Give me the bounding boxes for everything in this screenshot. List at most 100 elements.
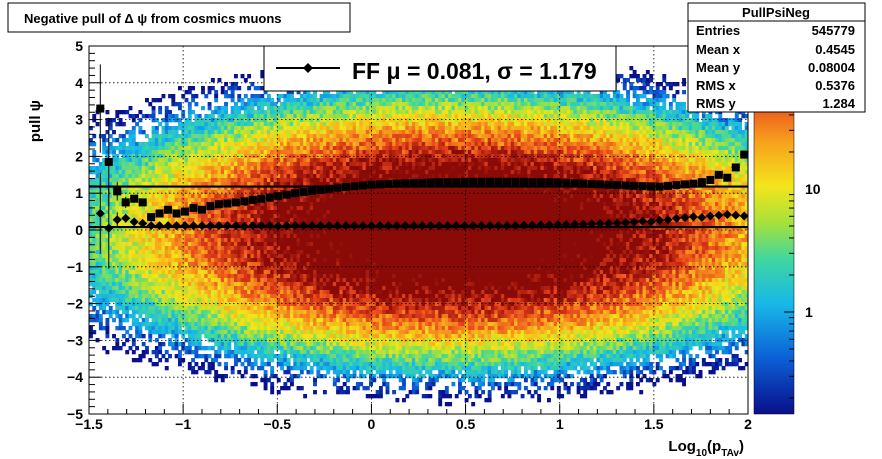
heat-cell	[705, 126, 710, 131]
heat-cell	[662, 130, 667, 135]
heat-cell	[306, 118, 311, 123]
heat-cell	[477, 122, 482, 127]
heat-cell	[181, 94, 186, 99]
heat-cell	[698, 130, 703, 135]
heat-cell	[237, 94, 242, 99]
heat-cell	[220, 138, 225, 143]
heat-cell	[118, 122, 123, 127]
heat-cell	[619, 130, 624, 135]
heat-cell	[431, 126, 436, 131]
heat-cell	[576, 122, 581, 127]
heat-cell	[682, 82, 686, 87]
heat-cell	[461, 114, 466, 119]
heat-cell	[375, 130, 380, 135]
heat-cell	[296, 130, 301, 135]
heat-cell	[523, 134, 528, 139]
heat-cell	[372, 90, 377, 95]
heat-cell	[421, 122, 426, 127]
heat-cell	[418, 126, 423, 131]
heat-cell	[563, 102, 568, 107]
heat-cell	[329, 102, 334, 107]
heat-cell	[306, 122, 311, 127]
heat-cell	[504, 110, 509, 115]
heat-cell	[441, 126, 446, 131]
heat-cell	[164, 126, 169, 131]
heat-cell	[626, 98, 630, 103]
heat-cell	[191, 86, 196, 91]
heat-cell	[243, 122, 248, 127]
heat-cell	[540, 110, 545, 115]
heat-cell	[609, 98, 614, 103]
heat-cell	[263, 102, 268, 107]
heat-cell	[514, 106, 518, 111]
heat-cell	[649, 110, 654, 115]
heat-cell	[487, 114, 492, 119]
heat-cell	[622, 110, 627, 115]
heat-cell	[579, 94, 584, 99]
heat-cell	[322, 122, 327, 127]
heat-cell	[454, 90, 459, 95]
heat-cell	[296, 106, 301, 111]
heat-cell	[441, 122, 446, 127]
heat-cell	[92, 118, 97, 123]
heat-cell	[474, 102, 479, 107]
heat-cell	[388, 106, 393, 111]
heat-cell	[589, 118, 594, 123]
heat-cell	[570, 102, 574, 107]
heat-cell	[484, 106, 489, 111]
heat-cell	[728, 134, 733, 139]
heat-cell	[477, 110, 482, 115]
heat-cell	[438, 118, 443, 123]
heat-cell	[415, 106, 420, 111]
heat-cell	[701, 134, 706, 139]
heat-cell	[560, 130, 565, 135]
heat-cell	[520, 110, 525, 115]
heat-cell	[112, 118, 116, 123]
heat-cell	[467, 122, 472, 127]
heat-cell	[184, 134, 189, 139]
heat-cell	[280, 134, 285, 139]
heat-cell	[151, 114, 156, 119]
heat-cell	[576, 90, 581, 95]
heat-cell	[563, 90, 568, 95]
heat-cell	[471, 106, 476, 111]
heat-cell	[237, 130, 242, 135]
heat-cell	[448, 90, 453, 95]
heat-cell	[243, 102, 248, 107]
heat-cell	[141, 130, 146, 135]
heat-cell	[576, 110, 581, 115]
heat-cell	[540, 106, 545, 111]
heat-cell	[705, 122, 710, 127]
heat-cell	[322, 134, 327, 139]
heat-cell	[708, 118, 713, 123]
heat-cell	[652, 118, 657, 123]
heat-cell	[339, 126, 344, 131]
heat-cell	[233, 138, 238, 143]
heat-cell	[237, 126, 242, 131]
heat-cell	[313, 102, 317, 107]
heat-cell	[303, 90, 308, 95]
heat-cell	[425, 94, 429, 99]
heat-cell	[276, 122, 281, 127]
heat-cell	[599, 122, 604, 127]
heat-cell	[668, 102, 673, 107]
heat-cell	[313, 94, 317, 99]
heat-cell	[606, 134, 611, 139]
heat-cell	[629, 134, 634, 139]
heat-cell	[319, 98, 324, 103]
heat-cell	[349, 94, 354, 99]
heat-cell	[662, 110, 667, 115]
heat-cell	[543, 98, 548, 103]
heat-cell	[527, 94, 532, 99]
heat-cell	[131, 134, 136, 139]
heat-cell	[734, 114, 739, 119]
heat-cell	[145, 114, 149, 119]
heat-cell	[260, 110, 265, 115]
heat-cell	[319, 106, 324, 111]
heat-cell	[556, 102, 561, 107]
heat-cell	[201, 86, 205, 91]
heat-cell	[355, 134, 360, 139]
heat-cell	[260, 122, 265, 127]
heat-cell	[550, 130, 555, 135]
heat-cell	[217, 134, 222, 139]
